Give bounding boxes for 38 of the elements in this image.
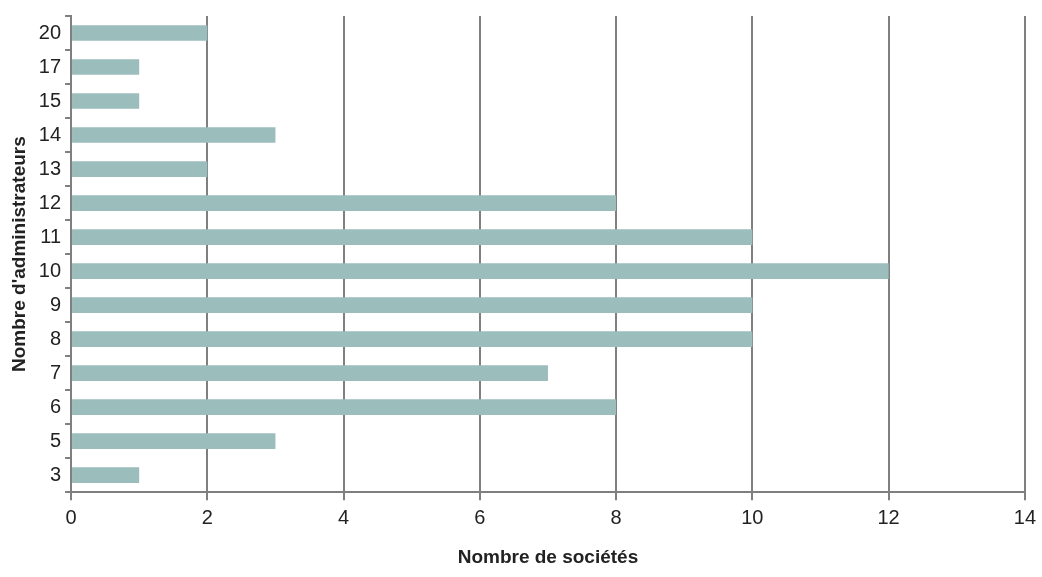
x-tick-label: 12 (877, 505, 900, 528)
y-axis-title: Nombre d'administrateurs (7, 136, 29, 372)
y-tick-label: 9 (49, 292, 62, 315)
bar (72, 365, 548, 381)
y-tick-label: 14 (38, 122, 62, 145)
bar (72, 59, 140, 75)
y-tick-label: 11 (40, 224, 62, 247)
bar (72, 263, 889, 279)
y-tick-label: 7 (49, 360, 62, 383)
y-tick-label: 12 (38, 190, 62, 213)
bar (72, 399, 617, 415)
x-tick-label: 14 (1013, 505, 1036, 528)
y-tick-label: 13 (38, 156, 62, 179)
bar (72, 297, 753, 313)
y-tick-label: 17 (38, 54, 62, 77)
y-tick-label: 20 (38, 20, 62, 43)
x-tick-label: 8 (610, 505, 622, 528)
y-tick-label: 15 (38, 88, 62, 111)
bar (72, 331, 753, 347)
bar (72, 229, 753, 245)
bar (72, 467, 140, 484)
x-tick-label: 6 (474, 505, 486, 528)
bar (72, 93, 140, 109)
x-tick-label: 0 (65, 505, 77, 528)
bar (72, 195, 617, 211)
y-tick-label: 6 (49, 394, 62, 417)
bar (72, 433, 276, 449)
bar (72, 127, 276, 143)
y-tick-label: 10 (38, 258, 62, 281)
x-tick-label: 4 (338, 505, 350, 528)
bar (72, 25, 208, 41)
y-tick-label: 5 (49, 428, 62, 451)
y-tick-label: 8 (49, 326, 62, 349)
y-tick-label: 3 (49, 462, 62, 485)
x-tick-label: 10 (741, 505, 764, 528)
x-tick-label: 2 (201, 505, 213, 528)
x-axis-title: Nombre de sociétés (457, 545, 639, 567)
bar (72, 161, 208, 177)
